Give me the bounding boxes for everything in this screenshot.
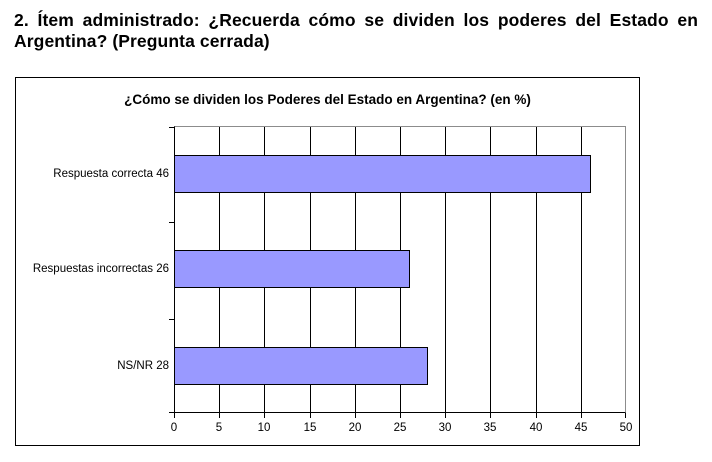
x-tick [581,413,582,418]
x-tick [174,413,175,418]
x-tick [536,413,537,418]
bar-ns-nr [174,347,428,385]
x-tick [400,413,401,418]
x-tick-label: 50 [619,422,633,434]
x-tick-label: 5 [215,422,223,434]
y-tick [169,412,174,413]
x-tick-label: 45 [574,422,588,434]
x-tick [310,413,311,418]
plot-area [169,126,626,418]
section-heading: 2. Ítem administrado: ¿Recuerda cómo se … [14,10,698,51]
x-tick [490,413,491,418]
gridline-35 [490,127,491,412]
x-tick-label: 10 [257,422,271,434]
x-tick [445,413,446,418]
category-label-correct: Respuesta correcta 46 [53,168,169,180]
x-tick-label: 25 [393,422,407,434]
x-tick [355,413,356,418]
category-label-nsnr: NS/NR 28 [117,360,169,372]
bar-respuestas-incorrectas [174,250,410,288]
x-tick-label: 40 [529,422,543,434]
x-tick-label: 35 [483,422,497,434]
y-tick [169,319,174,320]
x-tick [264,413,265,418]
bar-respuesta-correcta [174,155,591,193]
chart-title: ¿Cómo se dividen los Poderes del Estado … [124,92,531,107]
category-label-incorrect: Respuestas incorrectas 26 [32,263,169,275]
y-tick [169,127,174,128]
y-tick [169,222,174,223]
gridline-40 [536,127,537,412]
x-tick [219,413,220,418]
x-tick [625,413,626,418]
x-tick-label: 15 [303,422,317,434]
x-tick-label: 30 [438,422,452,434]
gridline-45 [581,127,582,412]
x-tick-label: 0 [170,422,178,434]
chart-frame: ¿Cómo se dividen los Poderes del Estado … [15,77,640,446]
x-tick-label: 20 [348,422,362,434]
gridline-30 [445,127,446,412]
